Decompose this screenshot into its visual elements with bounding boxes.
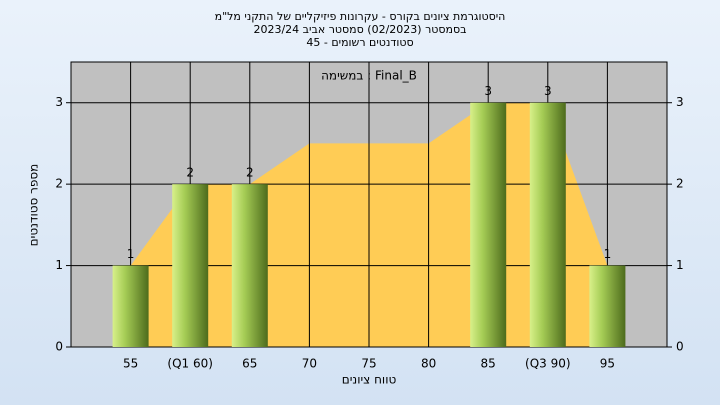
bar: [172, 184, 209, 347]
x-tick-label: 70: [302, 357, 317, 371]
x-tick-label: (Q3 90): [525, 357, 571, 371]
y-tick-label: 3: [55, 95, 63, 109]
data-label: 3: [484, 84, 492, 98]
x-tick-label: 95: [600, 357, 615, 371]
bar: [112, 265, 149, 347]
bar: [589, 265, 626, 347]
bar: [470, 102, 507, 347]
x-tick-label: 75: [361, 357, 376, 371]
y-axis-label: מספר סטודנטים: [27, 164, 41, 247]
y2-tick-label: 2: [676, 177, 684, 191]
chart-subtitle: בסמסטר (02/2023) סמסטר אביב 2023/24: [253, 23, 466, 36]
y2-tick-label: 3: [676, 95, 684, 109]
x-axis-label: טווח ציונים: [342, 373, 397, 387]
chart-title: היסטוגרמת ציונים בקורס - עקרונות פיזיקלי…: [215, 10, 506, 23]
data-label: 2: [186, 166, 194, 180]
data-label: 3: [544, 84, 552, 98]
x-tick-label: 80: [421, 357, 436, 371]
data-label: 2: [246, 166, 254, 180]
chart-subtitle: סטודנטים רשומים - 45: [306, 36, 413, 49]
x-tick-label: 65: [242, 357, 257, 371]
bar: [529, 102, 566, 347]
data-label: 1: [127, 247, 135, 261]
y-tick-label: 1: [55, 258, 63, 272]
x-tick-label: 85: [481, 357, 496, 371]
y2-tick-label: 1: [676, 258, 684, 272]
y-tick-label: 2: [55, 177, 63, 191]
data-label: 1: [604, 247, 612, 261]
x-tick-label: (Q1 60): [167, 357, 213, 371]
y-tick-label: 0: [55, 340, 63, 354]
x-tick-label: 55: [123, 357, 138, 371]
y2-tick-label: 0: [676, 340, 684, 354]
annotation: במשימה : Final_B: [321, 69, 417, 83]
bar: [231, 184, 268, 347]
